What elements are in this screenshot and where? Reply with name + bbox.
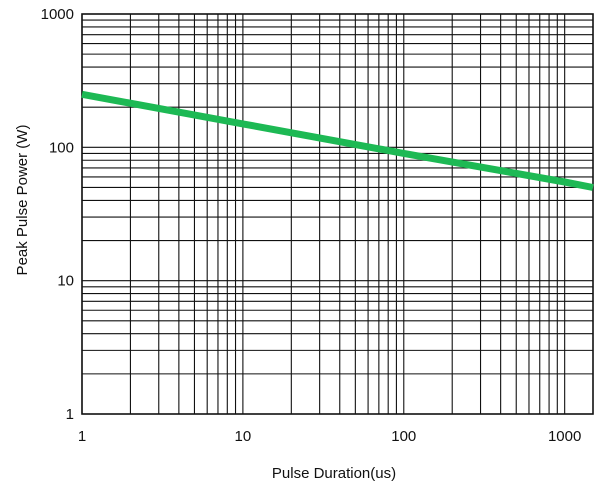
x-tick-label: 100 xyxy=(391,428,416,445)
y-tick-label: 10 xyxy=(57,273,74,290)
x-tick-label: 1000 xyxy=(548,428,581,445)
y-tick-label: 1000 xyxy=(41,6,74,23)
y-axis-title: Peak Pulse Power (W) xyxy=(14,125,31,276)
y-tick-label: 1 xyxy=(66,406,74,423)
y-tick-label: 100 xyxy=(49,139,74,156)
plot-frame xyxy=(81,13,594,415)
x-tick-label: 10 xyxy=(235,428,252,445)
series-layer xyxy=(81,90,594,191)
grid xyxy=(81,13,594,415)
x-axis-title: Pulse Duration(us) xyxy=(272,465,396,482)
tick-labels: 1 10 100 1000 1 10 100 1000 xyxy=(41,6,582,445)
x-tick-label: 1 xyxy=(78,428,86,445)
series-line xyxy=(81,90,594,191)
